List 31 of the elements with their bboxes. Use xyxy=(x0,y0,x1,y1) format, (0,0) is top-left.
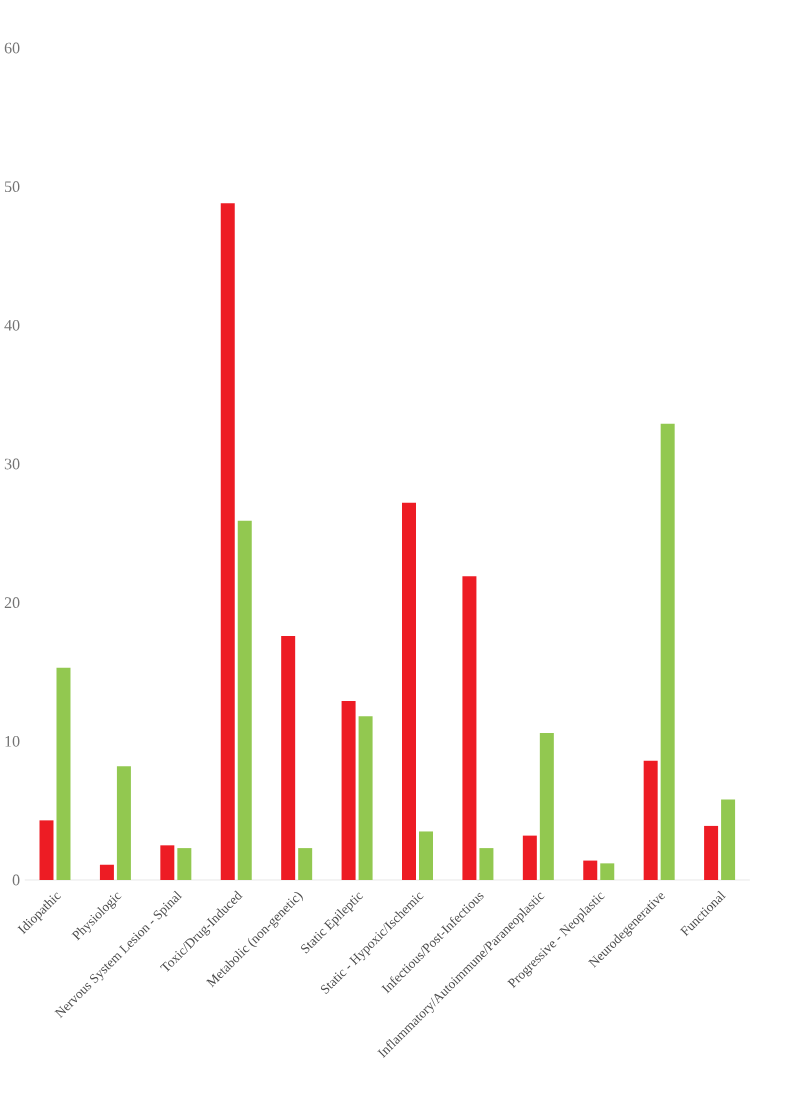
bar xyxy=(341,701,356,880)
bar xyxy=(298,848,313,880)
bar xyxy=(643,760,658,880)
bar xyxy=(116,766,131,880)
bar xyxy=(462,576,477,880)
bar xyxy=(660,423,675,880)
y-tick-label: 40 xyxy=(4,319,20,331)
y-tick-label: 30 xyxy=(4,458,20,470)
bar xyxy=(177,848,192,880)
y-tick-label: 60 xyxy=(4,42,20,54)
y-tick-label: 50 xyxy=(5,181,20,193)
bar xyxy=(56,667,71,880)
bar xyxy=(358,716,373,880)
y-tick-label: 0 xyxy=(12,874,20,886)
bar xyxy=(39,820,54,880)
bar xyxy=(160,845,175,880)
bar xyxy=(402,502,416,880)
bar xyxy=(479,848,494,880)
bar xyxy=(704,825,719,880)
bar xyxy=(281,635,296,880)
bar xyxy=(539,733,554,880)
bar xyxy=(220,203,235,880)
bar xyxy=(99,864,114,880)
bar xyxy=(583,860,598,880)
y-tick-label: 20 xyxy=(4,597,20,609)
bar xyxy=(237,520,252,880)
bar xyxy=(600,863,615,880)
bar xyxy=(522,835,537,880)
bar xyxy=(721,799,736,880)
y-tick-label: 10 xyxy=(5,735,20,747)
bar xyxy=(419,831,433,880)
